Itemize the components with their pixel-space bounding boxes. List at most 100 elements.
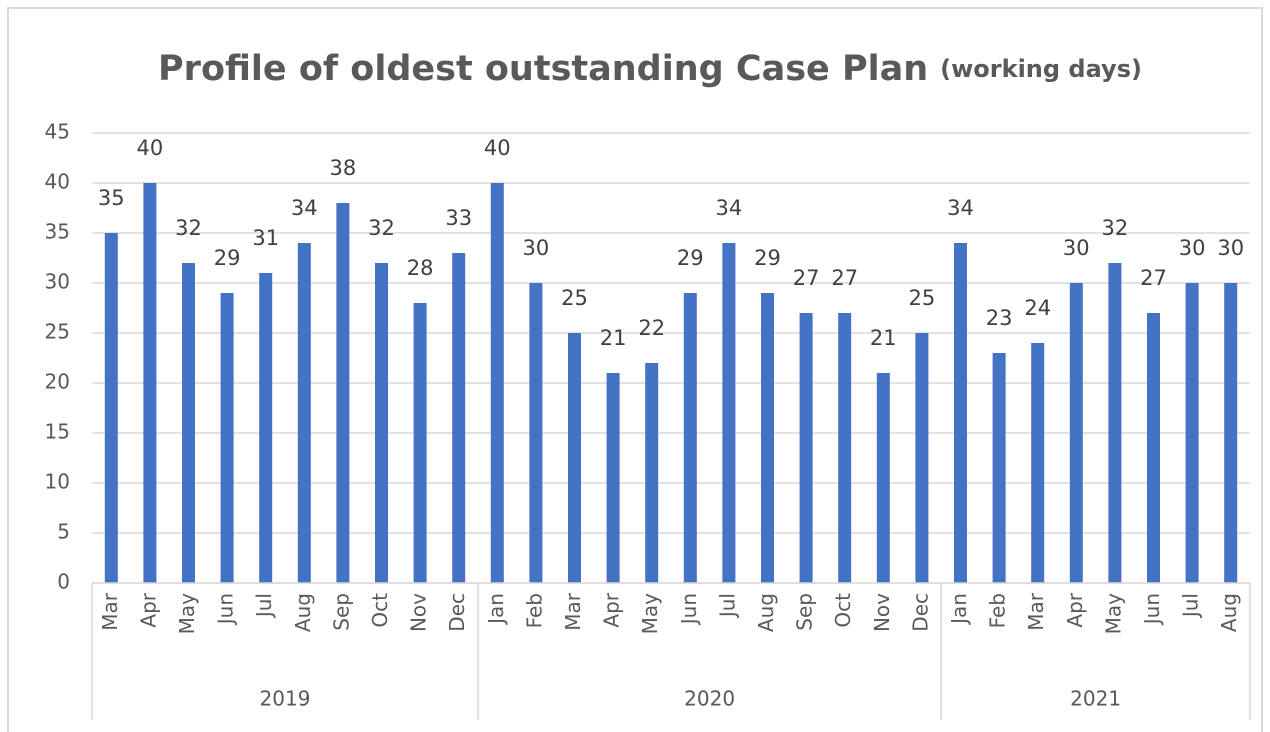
- y-tick-label: 25: [45, 320, 70, 344]
- data-label: 28: [407, 256, 434, 280]
- chart-border: [7, 7, 1263, 732]
- data-label: 21: [600, 326, 627, 350]
- data-label: 27: [831, 266, 858, 290]
- group-label: 2019: [260, 687, 311, 711]
- bar: [954, 243, 967, 583]
- x-tick-label: Aug: [754, 593, 778, 632]
- x-tick-label: Feb: [986, 593, 1010, 628]
- data-label: 31: [252, 226, 279, 250]
- x-tick-label: Apr: [136, 592, 160, 627]
- x-tick-label: Jun: [677, 593, 701, 626]
- y-tick-label: 10: [45, 470, 70, 494]
- data-label: 33: [445, 206, 472, 230]
- group-label: 2020: [684, 687, 735, 711]
- x-tick-label: Apr: [1063, 592, 1087, 627]
- data-label: 34: [947, 196, 974, 220]
- x-tick-label: Jun: [214, 593, 238, 626]
- data-label: 21: [870, 326, 897, 350]
- y-tick-label: 40: [45, 170, 70, 194]
- data-label: 29: [677, 246, 704, 270]
- data-label: 29: [754, 246, 781, 270]
- x-tick-label: May: [1101, 593, 1125, 635]
- x-tick-label: Mar: [98, 592, 122, 631]
- bar: [413, 303, 427, 583]
- chart-title-block: Profile of oldest outstanding Case Plan (…: [158, 49, 1142, 89]
- data-label: 32: [175, 216, 202, 240]
- y-tick-label: 45: [45, 120, 70, 144]
- data-label: 22: [638, 316, 665, 340]
- bar: [1224, 283, 1238, 583]
- x-tick-label: Jan: [947, 593, 971, 626]
- group-label: 2021: [1070, 687, 1121, 711]
- data-label: 30: [1179, 236, 1206, 260]
- bar: [104, 233, 118, 583]
- bar: [1031, 343, 1045, 583]
- bar: [259, 273, 273, 583]
- bar: [1069, 283, 1083, 583]
- x-tick-label: Sep: [329, 593, 353, 631]
- bar: [915, 333, 929, 583]
- bar: [529, 283, 543, 583]
- x-tick-label: Sep: [793, 593, 817, 631]
- x-tick-label: Oct: [368, 593, 392, 628]
- bar: [1185, 283, 1199, 583]
- x-tick-label: Nov: [870, 593, 894, 632]
- x-tick-label: Dec: [908, 593, 932, 632]
- x-tick-label: Jan: [484, 593, 508, 626]
- data-label: 30: [1063, 236, 1090, 260]
- bar: [992, 353, 1006, 583]
- bar: [336, 203, 350, 583]
- bar: [220, 293, 234, 583]
- y-tick-label: 5: [57, 520, 70, 544]
- x-tick-label: Oct: [831, 593, 855, 628]
- y-tick-label: 30: [45, 270, 70, 294]
- bar: [761, 293, 774, 583]
- data-label: 30: [1217, 236, 1244, 260]
- data-label: 29: [214, 246, 241, 270]
- bar: [606, 373, 620, 583]
- data-label: 30: [523, 236, 550, 260]
- data-label: 27: [1140, 266, 1167, 290]
- data-label: 25: [561, 286, 588, 310]
- bar: [452, 253, 466, 583]
- bar: [1147, 313, 1160, 583]
- bar: [838, 313, 852, 583]
- x-tick-label: Jul: [252, 593, 276, 619]
- x-tick-label: Jul: [1179, 593, 1203, 619]
- data-label: 27: [793, 266, 820, 290]
- x-tick-label: May: [638, 593, 662, 635]
- x-tick-label: Apr: [600, 592, 624, 627]
- bar: [722, 243, 736, 583]
- data-label: 25: [909, 286, 936, 310]
- chart-title: Profile of oldest outstanding Case Plan: [158, 49, 928, 89]
- bar: [143, 183, 157, 583]
- bar: [876, 373, 890, 583]
- y-tick-label: 15: [45, 420, 70, 444]
- x-tick-label: Feb: [522, 593, 546, 628]
- x-tick-label: Mar: [1024, 592, 1048, 631]
- y-tick-label: 35: [45, 220, 70, 244]
- chart-subtitle: (working days): [940, 55, 1142, 83]
- data-label: 32: [368, 216, 395, 240]
- x-tick-label: Jul: [715, 593, 739, 619]
- x-tick-label: Dec: [445, 593, 469, 632]
- data-label: 34: [716, 196, 743, 220]
- data-label: 35: [98, 186, 125, 210]
- x-tick-label: May: [175, 593, 199, 635]
- data-label: 40: [484, 136, 511, 160]
- bar: [297, 243, 311, 583]
- data-label: 24: [1024, 296, 1051, 320]
- x-tick-label: Nov: [407, 593, 431, 632]
- data-label: 40: [137, 136, 164, 160]
- bar: [645, 363, 659, 583]
- data-label: 32: [1102, 216, 1129, 240]
- bar: [1108, 263, 1122, 583]
- x-tick-label: Aug: [1217, 593, 1241, 632]
- bar: [683, 293, 697, 583]
- y-tick-label: 20: [45, 370, 70, 394]
- bar: [568, 333, 581, 583]
- bar: [490, 183, 504, 583]
- bar: [375, 263, 388, 583]
- x-tick-label: Jun: [1140, 593, 1164, 626]
